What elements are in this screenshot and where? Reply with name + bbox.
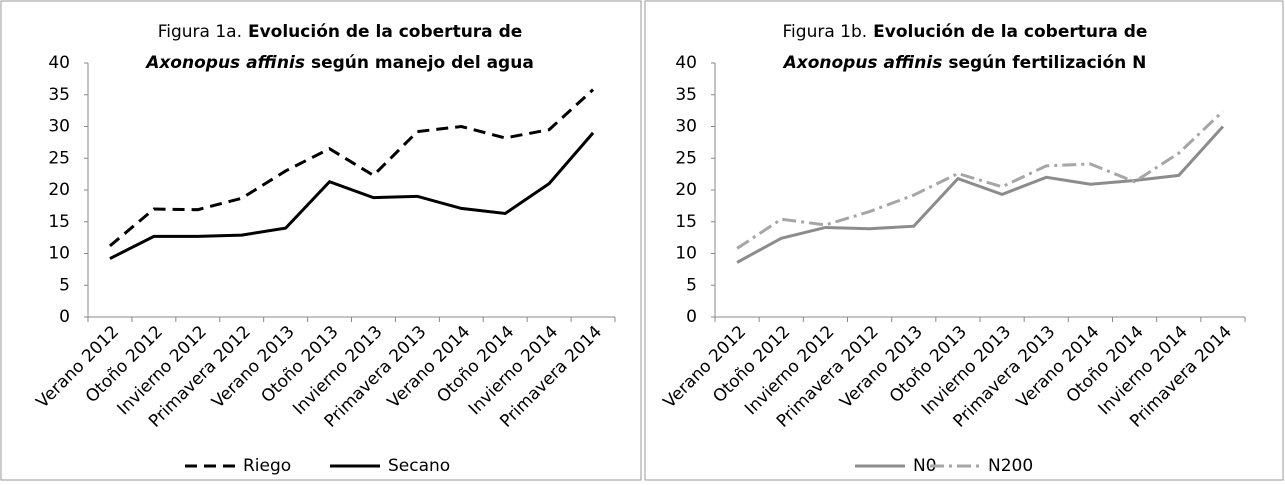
- y-tick-label: 15: [48, 212, 70, 232]
- title-part: según manejo del agua: [311, 53, 534, 73]
- series-line: [736, 125, 1225, 264]
- y-tick-label: 10: [675, 244, 697, 264]
- y-tick-label: 35: [48, 85, 70, 105]
- y-tick-label: 10: [48, 244, 70, 264]
- title-part: Figura 1b.: [783, 22, 868, 42]
- y-tick-label: 5: [686, 275, 697, 295]
- y-tick-label: 20: [675, 180, 697, 200]
- title-part: según fertilización N: [948, 53, 1146, 73]
- y-tick-label: 30: [48, 117, 70, 137]
- series-line: [736, 110, 1224, 250]
- y-tick-label: 20: [48, 180, 70, 200]
- panel-border: [644, 0, 1284, 481]
- chart-title: Axonopus affinis según manejo del agua: [144, 53, 534, 73]
- series-line: [109, 131, 595, 260]
- legend-label: Secano: [388, 456, 450, 476]
- title-part: Evolución de la cobertura de: [873, 22, 1147, 42]
- title-part: Axonopus affinis: [144, 53, 305, 73]
- panel-border: [0, 0, 642, 481]
- y-tick-label: 35: [675, 85, 697, 105]
- chart-title: Figura 1b. Evolución de la cobertura de: [783, 22, 1148, 42]
- y-tick-label: 15: [675, 212, 697, 232]
- title-part: Evolución de la cobertura de: [248, 22, 522, 42]
- y-tick-label: 30: [675, 117, 697, 137]
- legend-label: Riego: [243, 456, 291, 476]
- y-tick-label: 40: [48, 53, 70, 73]
- y-tick-label: 40: [675, 53, 697, 73]
- chart-title: Axonopus affinis según fertilización N: [782, 53, 1147, 73]
- y-tick-label: 0: [686, 307, 697, 327]
- title-part: Figura 1a.: [158, 22, 242, 42]
- chart-title: Figura 1a. Evolución de la cobertura de: [158, 22, 523, 42]
- y-tick-label: 5: [59, 275, 70, 295]
- legend-label: N200: [988, 456, 1033, 476]
- y-tick-label: 25: [675, 148, 697, 168]
- y-tick-label: 25: [48, 148, 70, 168]
- legend-label: N0: [913, 456, 937, 476]
- title-part: Axonopus affinis: [782, 53, 943, 73]
- series-line: [108, 88, 595, 248]
- y-tick-label: 0: [59, 307, 70, 327]
